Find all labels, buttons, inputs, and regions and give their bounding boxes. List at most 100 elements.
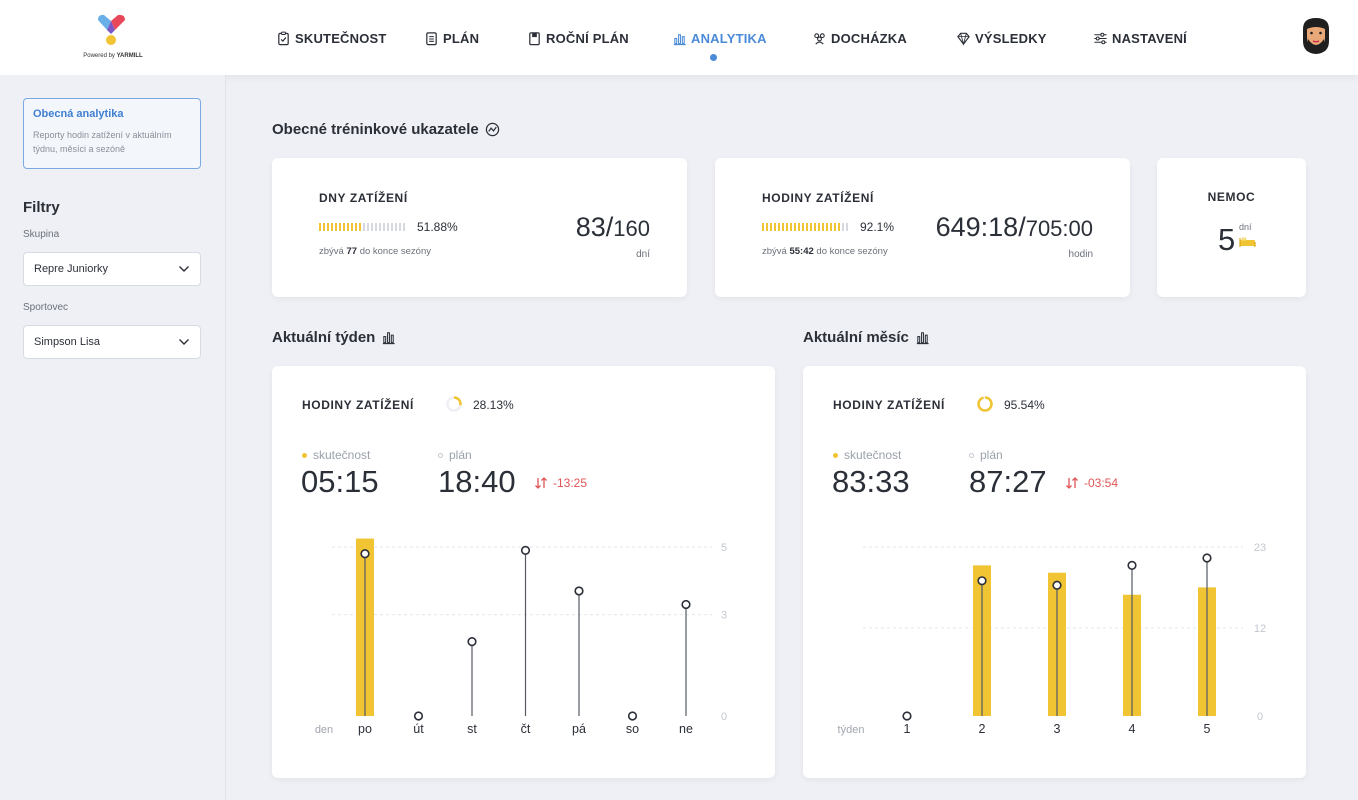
progress-tick — [762, 223, 764, 231]
week-progress-ring — [446, 396, 462, 412]
progress-tick — [842, 223, 844, 231]
plan-marker — [467, 637, 477, 647]
bar-chart-icon — [916, 332, 929, 345]
athlete-select[interactable]: Simpson Lisa — [23, 325, 201, 359]
nav-label: PLÁN — [443, 30, 480, 46]
progress-tick — [782, 223, 784, 231]
progress-tick — [770, 223, 772, 231]
x-tick-label: so — [626, 722, 639, 736]
yarmill-logo[interactable]: Powered by YARMILL — [80, 12, 150, 62]
progress-tick — [363, 223, 365, 231]
week-plan-value: 18:40 — [438, 464, 516, 499]
progress-tick — [387, 223, 389, 231]
x-tick-label: 5 — [1204, 722, 1211, 736]
athlete-select-value: Simpson Lisa — [34, 336, 101, 348]
nav-label: ROČNÍ PLÁN — [546, 30, 629, 46]
progress-tick — [846, 223, 848, 231]
week-actual-label: skutečnost — [302, 448, 370, 462]
x-tick-label: 2 — [979, 722, 986, 736]
trend-circle-icon — [485, 122, 499, 137]
month-diff: -03:54 — [1065, 476, 1118, 490]
progress-tick — [818, 223, 820, 231]
progress-tick — [822, 223, 824, 231]
progress-tick — [830, 223, 832, 231]
month-title-text: Aktuální měsíc — [803, 329, 909, 346]
week-diff: -13:25 — [534, 476, 587, 490]
week-chart: 0 3 5 den po út st čt pá so ne — [315, 538, 727, 736]
week-progress-pct: 28.13% — [473, 398, 514, 412]
top-navigation: Powered by YARMILL SKUTEČNOST PLÁN ROČNÍ… — [0, 0, 1358, 75]
progress-tick — [391, 223, 393, 231]
progress-tick — [375, 223, 377, 231]
days-progress-bar — [319, 223, 405, 231]
progress-tick — [343, 223, 345, 231]
bar-chart-icon — [673, 33, 686, 45]
month-progress-pct: 95.54% — [1004, 398, 1045, 412]
x-tick-label: st — [467, 722, 477, 736]
book-icon — [529, 31, 540, 45]
progress-tick — [766, 223, 768, 231]
progress-tick — [806, 223, 808, 231]
nav-item-plan[interactable]: PLÁN — [424, 28, 479, 48]
month-diff-value: -03:54 — [1084, 476, 1119, 490]
days-value: 83/160 — [575, 212, 650, 242]
x-tick-label: 4 — [1129, 722, 1136, 736]
athlete-label: Sportovec — [23, 302, 69, 313]
illness-unit: dní — [1239, 222, 1252, 232]
week-title-text: Aktuální týden — [272, 329, 376, 346]
nav-item-skutecnost[interactable]: SKUTEČNOST — [276, 28, 387, 48]
progress-tick — [355, 223, 357, 231]
up-down-arrows-icon — [1066, 477, 1078, 489]
illness-value: 5 — [1218, 222, 1236, 257]
nav-item-analytika[interactable]: ANALYTIKA — [672, 28, 767, 48]
progress-tick — [834, 223, 836, 231]
progress-tick — [347, 223, 349, 231]
plan-marker — [977, 576, 987, 586]
nav-item-dochazka[interactable]: DOCHÁZKA — [812, 28, 907, 48]
nav-item-nastaveni[interactable]: NASTAVENÍ — [1093, 28, 1187, 48]
month-progress-ring — [977, 396, 993, 412]
hours-unit: hodin — [1068, 249, 1093, 260]
x-tick-label: pá — [572, 722, 586, 736]
week-card: HODINY ZATÍŽENÍ 28.13% skutečnost 05:15 … — [272, 366, 775, 778]
days-progress-pct: 51.88% — [417, 220, 458, 234]
logo-mark-icon — [98, 14, 125, 45]
progress-tick — [778, 223, 780, 231]
progress-tick — [351, 223, 353, 231]
progress-tick — [814, 223, 816, 231]
plan-marker — [574, 586, 584, 596]
notepad-icon — [426, 31, 437, 45]
y-tick-label: 0 — [1257, 711, 1263, 723]
powered-by-text: Powered by YARMILL — [83, 53, 143, 59]
plan-marker — [360, 549, 370, 559]
legend-dot — [969, 452, 974, 458]
user-avatar[interactable] — [1299, 17, 1333, 55]
progress-tick — [371, 223, 373, 231]
group-select[interactable]: Repre Juniorky — [23, 252, 201, 286]
legend-dot — [833, 452, 838, 458]
x-tick-label: út — [413, 722, 424, 736]
overview-title-text: Obecné tréninkové ukazatele — [272, 121, 479, 138]
sliders-icon — [1094, 32, 1107, 44]
plan-marker — [902, 711, 912, 721]
nav-item-rocni-plan[interactable]: ROČNÍ PLÁN — [527, 28, 629, 48]
week-section-title: Aktuální týden — [272, 329, 396, 346]
progress-tick — [798, 223, 800, 231]
progress-tick — [838, 223, 840, 231]
progress-tick — [327, 223, 329, 231]
month-plan-value: 87:27 — [969, 464, 1047, 499]
plan-marker — [681, 599, 691, 610]
days-remaining-text: zbývá 77 do konce sezóny — [319, 246, 431, 257]
progress-tick — [403, 223, 405, 231]
diamond-icon — [957, 32, 970, 46]
overview-title: Obecné tréninkové ukazatele — [272, 121, 500, 138]
month-card: HODINY ZATÍŽENÍ 95.54% skutečnost 83:33 … — [803, 366, 1306, 778]
plan-marker — [1202, 553, 1212, 563]
x-axis-title: týden — [838, 724, 865, 736]
nav-item-vysledky[interactable]: VÝSLEDKY — [956, 28, 1047, 48]
group-select-value: Repre Juniorky — [34, 263, 108, 275]
group-label: Skupina — [23, 229, 60, 240]
month-actual-label: skutečnost — [833, 448, 901, 462]
sidebar-item-obecna-analytika[interactable]: Obecná analytika Reporty hodin zatížení … — [23, 98, 201, 169]
plan-marker — [1052, 580, 1062, 590]
